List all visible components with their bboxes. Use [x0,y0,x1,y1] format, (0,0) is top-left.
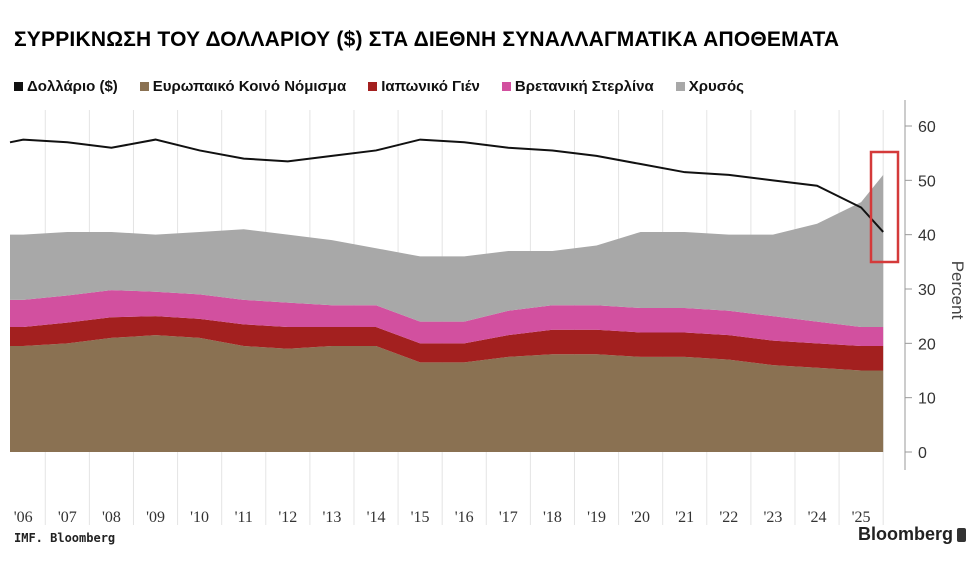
source-note: IMF. Bloomberg [14,531,116,545]
legend-item-pound: Βρετανική Στερλίνα [501,78,654,95]
y-axis-label: Percent [948,261,967,320]
y-tick-label: 60 [918,119,936,136]
chart-title: ΣΥΡΡΙΚΝΩΣΗ ΤΟΥ ΔΟΛΛΑΡΙΟΥ ($) ΣΤΑ ΔΙΕΘΝΗ … [14,28,840,51]
y-tick-label: 30 [918,282,936,299]
area-series-1 [10,316,884,371]
legend-swatch [501,82,511,91]
y-tick-label: 40 [918,228,936,245]
y-tick-label: 10 [918,391,936,408]
legend-item-euro: Ευρωπαικό Κοινό Νόμισμα [139,78,346,95]
highlight-box [869,150,900,264]
area-series-3 [10,174,884,328]
bloomberg-icon [957,527,966,542]
x-tick-label: '07 [58,509,77,526]
legend-swatch [368,82,378,91]
x-tick-label: '18 [543,509,562,526]
legend-item-gold: Χρυσός [675,78,744,95]
x-tick-label: '21 [675,509,694,526]
x-tick-label: '11 [235,509,253,526]
x-tick-label: '06 [14,509,33,526]
legend-swatch [14,82,23,91]
line-series-dollar [9,138,884,233]
y-tick-label: 20 [918,336,936,353]
x-tick-label: '14 [367,509,386,526]
x-tick-label: '19 [587,509,606,526]
x-tick-label: '25 [852,509,871,526]
legend-swatch [675,82,685,91]
x-tick-label: '20 [631,509,650,526]
x-tick-label: '12 [278,509,297,526]
legend-item-dollar: Δολλάριο ($) [14,78,118,95]
area-series-0 [10,335,884,452]
x-tick-label: '09 [146,509,165,526]
legend-item-yen: Ιαπωνικό Γιέν [368,78,480,95]
x-tick-label: '16 [455,509,474,526]
x-tick-label: '15 [411,509,430,526]
y-tick-label: 50 [918,173,936,190]
legend-swatch [139,82,149,91]
brand-logo: Bloomberg [858,524,966,545]
x-tick-label: '10 [190,509,209,526]
x-tick-label: '13 [322,509,341,526]
x-tick-label: '23 [763,509,782,526]
x-tick-label: '24 [808,509,827,526]
x-tick-label: '17 [499,509,518,526]
x-tick-label: '22 [719,509,738,526]
area-series-2 [10,290,884,347]
legend: Δολλάριο ($) Ευρωπαικό Κοινό Νόμισμα Ιαπ… [14,78,766,95]
y-tick-label: 0 [918,445,927,462]
x-tick-label: '08 [102,509,121,526]
